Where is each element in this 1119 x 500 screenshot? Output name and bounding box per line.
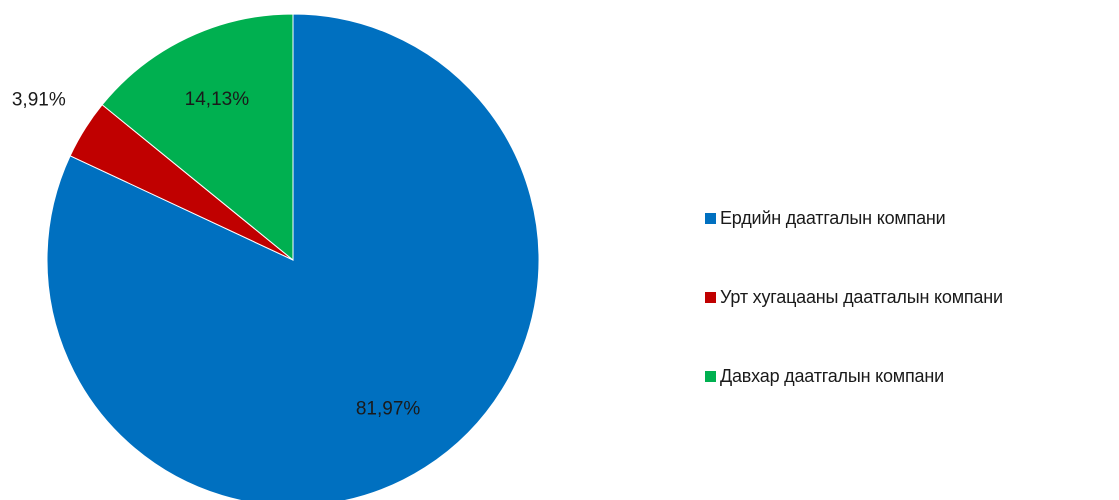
legend-item-regular-insurance: Ердийн даатгалын компани xyxy=(705,205,1119,231)
pie-slices xyxy=(46,13,540,500)
pie-slice-regular-insurance xyxy=(46,13,540,500)
legend-item-reinsurance: Давхар даатгалын компани xyxy=(705,363,1119,389)
chart-legend: Ердийн даатгалын компани Урт хугацааны д… xyxy=(705,205,1119,389)
data-label-reinsurance: 14,13% xyxy=(185,89,250,110)
legend-label-long-term-insurance: Урт хугацааны даатгалын компани xyxy=(720,286,1003,307)
legend-swatch-reinsurance xyxy=(705,370,716,382)
legend-label-regular-insurance: Ердийн даатгалын компани xyxy=(720,207,946,228)
legend-item-long-term-insurance: Урт хугацааны даатгалын компани xyxy=(705,284,1119,310)
legend-label-reinsurance: Давхар даатгалын компани xyxy=(720,365,944,386)
data-label-regular-insurance: 81,97% xyxy=(356,398,421,419)
legend-swatch-regular-insurance xyxy=(705,212,716,224)
legend-swatch-long-term-insurance xyxy=(705,291,716,303)
pie-data-labels: 81,97% 3,91% 14,13% xyxy=(12,89,421,419)
pie-slice-reinsurance xyxy=(101,13,294,262)
data-label-long-term-insurance: 3,91% xyxy=(12,90,66,111)
